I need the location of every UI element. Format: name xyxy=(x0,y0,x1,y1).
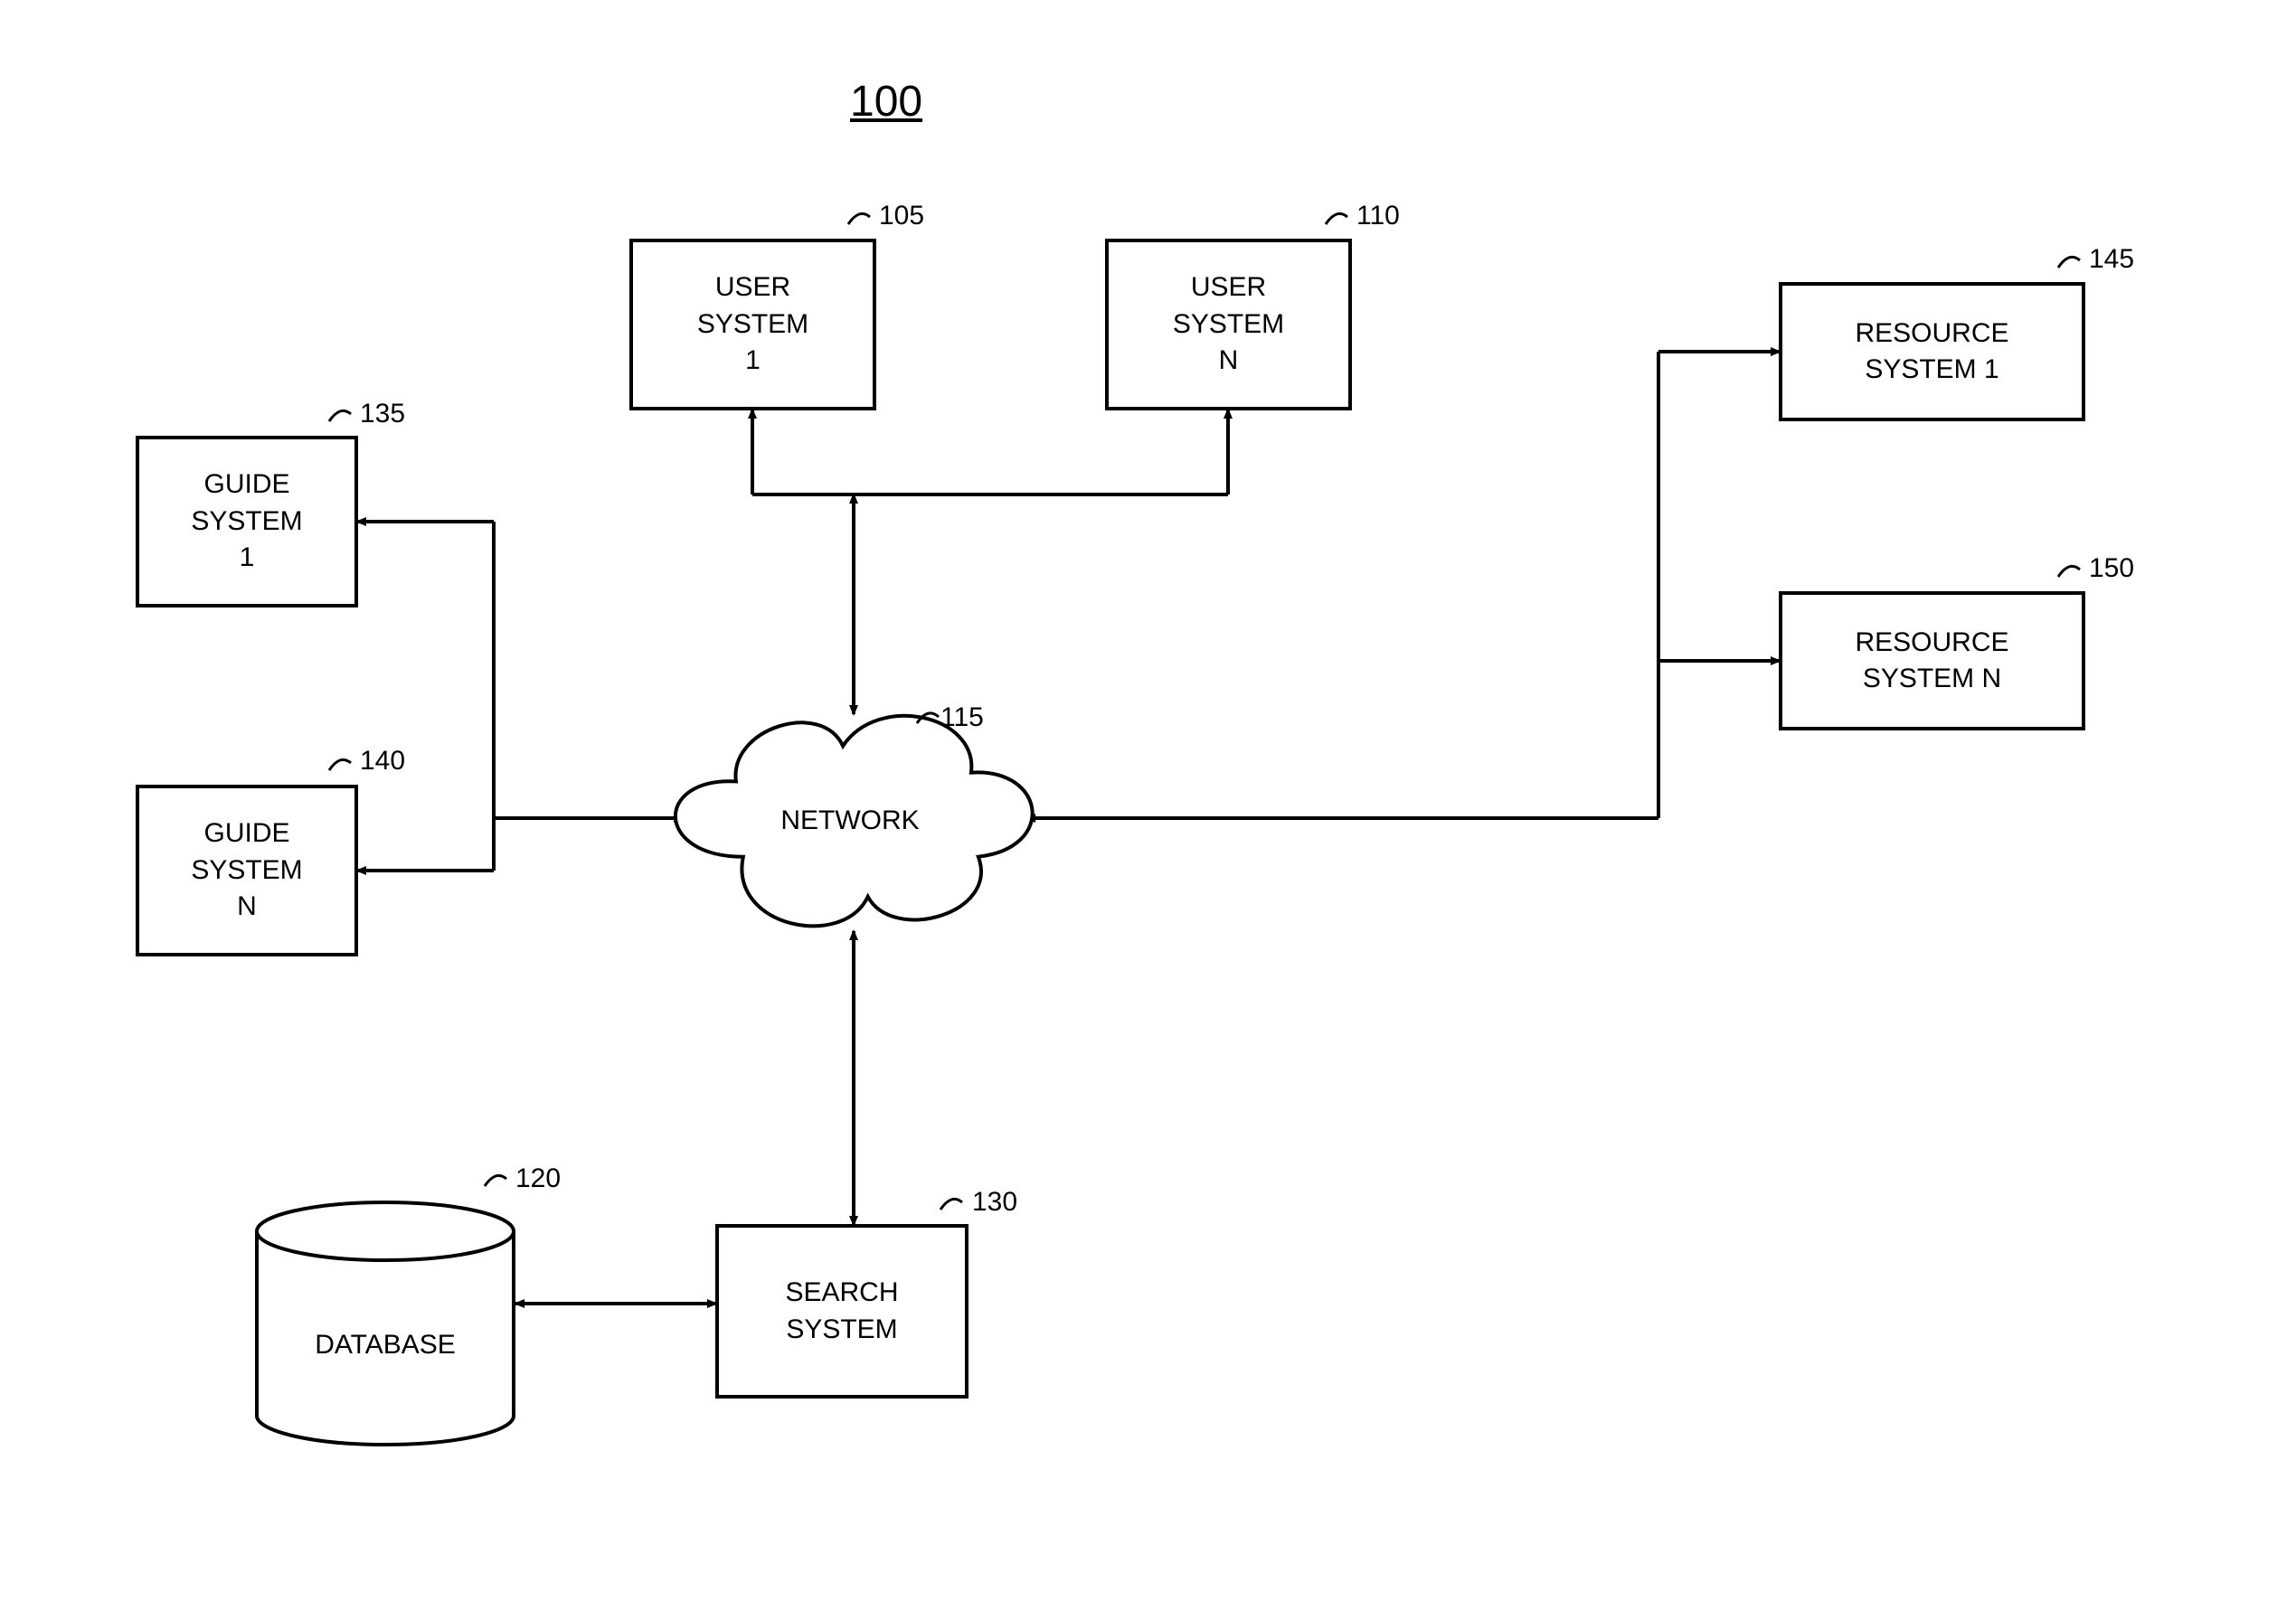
node-label-database: DATABASE xyxy=(257,1327,514,1364)
ref-label-network: 115 xyxy=(940,702,984,733)
ref-label-resourceN: 150 xyxy=(2089,553,2134,584)
ref-label-resource1: 145 xyxy=(2089,244,2134,275)
diagram-canvas xyxy=(0,0,2296,1620)
node-label-guide1: GUIDESYSTEM1 xyxy=(137,466,356,577)
ref-label-user1: 105 xyxy=(879,201,924,231)
node-label-user1: USERSYSTEM1 xyxy=(631,269,874,380)
system-diagram: 100 USERSYSTEM1105USERSYSTEMN110GUIDESYS… xyxy=(0,0,2296,1620)
ref-label-guideN: 140 xyxy=(360,746,405,777)
ref-label-userN: 110 xyxy=(1356,201,1400,231)
node-label-resource1: RESOURCESYSTEM 1 xyxy=(1781,316,2083,389)
ref-label-guide1: 135 xyxy=(360,399,405,429)
node-label-guideN: GUIDESYSTEMN xyxy=(137,815,356,926)
node-label-userN: USERSYSTEMN xyxy=(1107,269,1350,380)
ref-label-database: 120 xyxy=(515,1163,561,1194)
ref-label-search: 130 xyxy=(972,1187,1017,1218)
node-label-resourceN: RESOURCESYSTEM N xyxy=(1781,625,2083,698)
node-label-network: NETWORK xyxy=(672,803,1028,840)
node-label-search: SEARCHSYSTEM xyxy=(717,1275,967,1348)
